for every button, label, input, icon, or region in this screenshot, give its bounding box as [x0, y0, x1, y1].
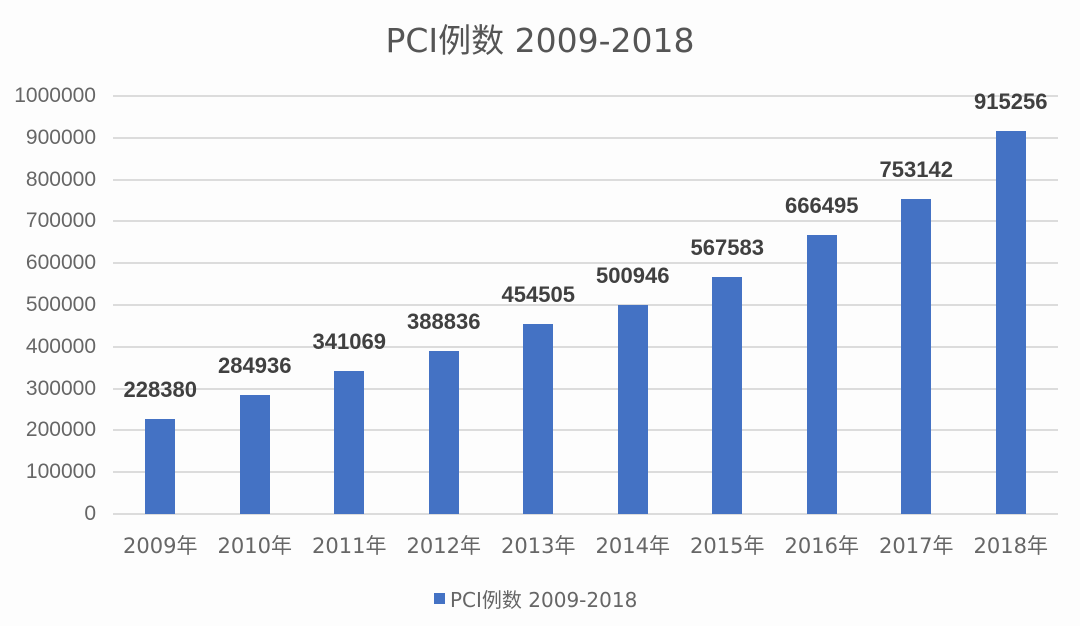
data-label: 341069	[312, 329, 386, 355]
y-axis-tick-label: 400000	[25, 334, 96, 358]
x-axis-tick-label: 2011年	[312, 534, 387, 558]
y-axis-tick-label: 800000	[25, 167, 96, 191]
gridline	[113, 220, 1058, 223]
bar[interactable]	[806, 235, 837, 514]
data-label: 228380	[123, 376, 197, 402]
data-label: 666495	[785, 193, 859, 219]
legend-label: PCI例数 2009-2018	[450, 588, 638, 612]
y-axis-tick-label: 300000	[25, 376, 96, 400]
data-label: 454505	[501, 282, 575, 308]
bar[interactable]	[334, 371, 365, 514]
y-axis-tick-label: 500000	[25, 293, 96, 316]
gridline	[113, 513, 1058, 515]
bar[interactable]	[901, 199, 932, 514]
gridline	[113, 304, 1058, 306]
gridline	[113, 345, 1058, 348]
data-label: 284936	[218, 352, 292, 378]
gridline	[113, 95, 1058, 97]
bar[interactable]	[145, 418, 176, 514]
x-axis-tick-label: 2018年	[973, 534, 1048, 558]
y-axis-tick-label: 0	[84, 502, 96, 525]
legend-swatch-icon	[434, 593, 445, 604]
x-axis-tick-label: 2014年	[595, 534, 670, 558]
y-axis-tick-label: 900000	[25, 125, 96, 149]
gridline	[113, 136, 1058, 139]
y-axis-tick-label: 100000	[25, 460, 96, 484]
bar[interactable]	[239, 394, 270, 514]
x-axis-tick-label: 2009年	[123, 534, 198, 558]
x-axis-tick-label: 2016年	[784, 534, 859, 558]
x-axis-tick-label: 2017年	[879, 534, 954, 558]
y-axis-tick-label: 600000	[25, 251, 96, 275]
x-axis-tick-label: 2010年	[217, 534, 292, 558]
legend: PCI例数 2009-2018	[434, 584, 637, 613]
x-axis-tick-label: 2013年	[501, 534, 576, 558]
x-axis-tick-label: 2015年	[690, 534, 765, 558]
data-label: 567583	[690, 234, 764, 260]
gridline	[113, 471, 1058, 474]
y-axis-tick-label: 700000	[25, 209, 96, 233]
x-axis-tick-label: 2012年	[406, 534, 481, 558]
bar[interactable]	[712, 276, 743, 514]
data-label: 753142	[879, 157, 953, 183]
y-axis-tick-label: 1000000	[14, 84, 96, 107]
bar[interactable]	[523, 324, 554, 514]
data-label: 388836	[407, 309, 481, 335]
bar[interactable]	[428, 351, 459, 514]
gridline	[113, 387, 1058, 390]
data-label: 500946	[596, 262, 670, 288]
chart-title: PCI例数 2009-2018	[385, 21, 695, 60]
gridline	[113, 262, 1058, 265]
data-label: 915256	[974, 89, 1048, 115]
bar[interactable]	[995, 131, 1026, 514]
y-axis-tick-label: 200000	[25, 418, 96, 442]
gridline	[113, 178, 1058, 181]
bar[interactable]	[617, 304, 648, 514]
gridline	[113, 429, 1058, 432]
